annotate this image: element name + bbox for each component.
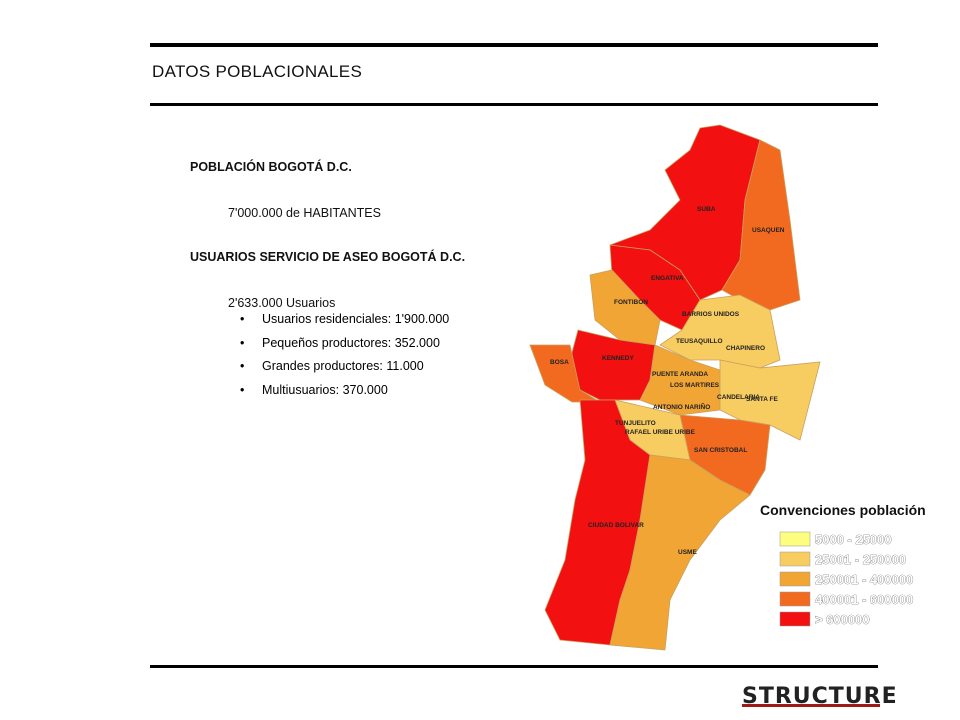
slide-title: DATOS POBLACIONALES [152,62,363,81]
legend-title: Convenciones población [760,502,926,518]
legend-swatch [779,571,811,587]
bullet: Pequeños productores: 352.000 [240,336,449,360]
map-shapes [529,124,821,651]
district-label: PUENTE ARANDA [652,371,708,378]
district-label: CIUDAD BOLIVAR [588,522,644,529]
users: 2'633.000 Usuarios [228,296,336,310]
bullet: Multiusuarios: 370.000 [240,383,449,407]
district-label: TUNJUELITO [615,420,656,427]
district-label: SAN CRISTOBAL [694,447,747,454]
legend-swatch [779,591,811,607]
district-label: ENGATIVA [651,275,684,282]
district-label: RAFAEL URIBE URIBE [625,429,696,436]
district-label: TEUSAQUILLO [676,338,723,345]
legend-label: 25001 - 250000 [815,552,906,567]
district-label: BARRIOS UNIDOS [682,311,740,318]
district-label: BOSA [550,359,569,366]
bullet: Usuarios residenciales: 1'900.000 [240,312,449,336]
district-label: ANTONIO NARIÑO [653,402,710,411]
district-label: SUBA [697,206,716,213]
district-label: KENNEDY [602,355,634,362]
legend-swatch [779,611,811,627]
legend-label: 400001 - 600000 [815,592,913,607]
district-label: CANDELARIA [717,394,760,401]
legend-label: > 600000 [815,612,870,627]
bullet-list: Usuarios residenciales: 1'900.000 Pequeñ… [240,312,449,406]
district-label: FONTIBON [614,299,648,306]
bottom-rule [150,665,878,668]
heading: USUARIOS SERVICIO DE ASEO BOGOTÁ D.C. [190,250,466,264]
top-rule [150,43,878,47]
bullet: Grandes productores: 11.000 [240,359,449,383]
district-label: LOS MARTIRES [670,382,720,389]
district-label: USME [678,549,697,556]
legend-label: 5000 - 25000 [815,532,892,547]
heading: POBLACIÓN BOGOTÁ D.C. [190,160,352,174]
legend-swatch [779,531,811,547]
district-label: SANTA FE [746,396,778,403]
district-label: USAQUEN [752,227,785,234]
legend-label: 250001 - 400000 [815,572,913,587]
title-rule [150,103,878,106]
district [609,454,751,651]
logo-stripe [742,704,880,707]
legend-swatch [779,551,811,567]
population: 7'000.000 de HABITANTES [228,206,381,220]
district [589,269,661,346]
district-label: CHAPINERO [726,345,765,352]
district [639,344,721,416]
